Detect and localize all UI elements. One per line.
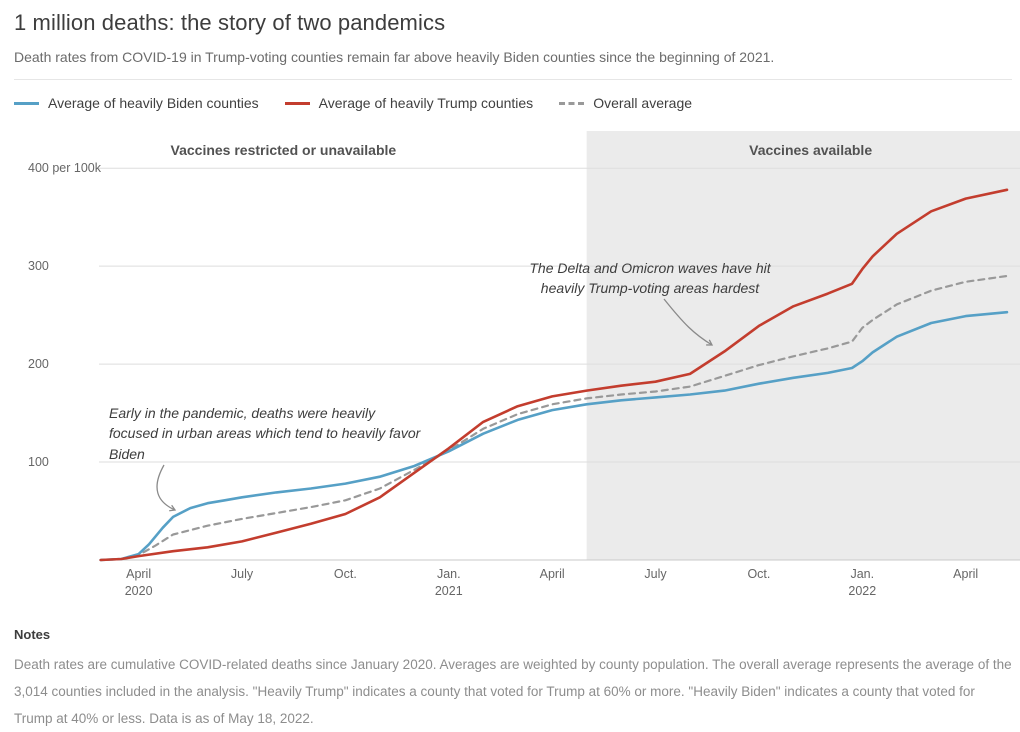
y-axis-label: 300 xyxy=(28,259,49,273)
x-axis-label: April 2020 xyxy=(125,567,153,598)
x-axis-label: July xyxy=(644,567,667,581)
x-axis-label: Oct. xyxy=(334,567,357,581)
page-subtitle: Death rates from COVID-19 in Trump-votin… xyxy=(14,49,1012,80)
legend-label-trump: Average of heavily Trump counties xyxy=(318,95,534,111)
series-line-heavily-trump xyxy=(99,188,1009,562)
annotation-early-pandemic: Early in the pandemic, deaths were heavi… xyxy=(109,405,421,462)
legend-swatch-trump xyxy=(284,101,310,105)
annotation-delta-omicron: The Delta and Omicron waves have hit hea… xyxy=(529,260,771,297)
legend-item-trump: Average of heavily Trump counties xyxy=(284,95,534,111)
x-axis-label: April xyxy=(540,567,565,581)
chart-container: 100 200 300 400 per 100k Vaccines restricted… xyxy=(14,131,1020,613)
legend-item-biden: Average of heavily Biden counties xyxy=(14,95,259,111)
x-axis-label: Jan. 2022 xyxy=(848,567,876,598)
region-shading xyxy=(586,131,1020,560)
notes-heading: Notes xyxy=(14,627,51,642)
chart-legend: Average of heavily Biden counties Averag… xyxy=(14,95,1012,111)
y-axis-label: 400 per 100k xyxy=(28,161,102,175)
notes-body: Death rates are cumulative COVID-related… xyxy=(14,657,1012,726)
covid-death-rate-line-chart: 100 200 300 400 per 100k Vaccines restricted… xyxy=(28,131,1020,598)
x-axis-label: Jan. 2021 xyxy=(435,567,463,598)
legend-label-biden: Average of heavily Biden counties xyxy=(48,95,259,111)
x-axis-label: April xyxy=(953,567,978,581)
legend-label-overall: Overall average xyxy=(593,95,693,111)
region-label: Vaccines restricted or unavailable xyxy=(171,142,397,158)
x-axis-label: Oct. xyxy=(747,567,770,581)
series-line-heavily-biden xyxy=(99,310,1009,562)
x-axis-label: July xyxy=(231,567,254,581)
series-line-overall-average xyxy=(99,274,1009,562)
y-axis-label: 200 xyxy=(28,357,49,371)
annotation-arrow xyxy=(156,464,177,512)
legend-swatch-biden xyxy=(14,101,39,105)
page-title: 1 million deaths: the story of two pande… xyxy=(14,10,446,35)
legend-swatch-overall xyxy=(559,101,585,105)
region-label: Vaccines available xyxy=(749,142,872,158)
legend-item-overall: Overall average xyxy=(559,95,692,111)
annotation-arrow xyxy=(663,298,714,346)
y-axis-label: 100 xyxy=(28,455,49,469)
notes-section: Notes Death rates are cumulative COVID-r… xyxy=(14,627,1012,732)
